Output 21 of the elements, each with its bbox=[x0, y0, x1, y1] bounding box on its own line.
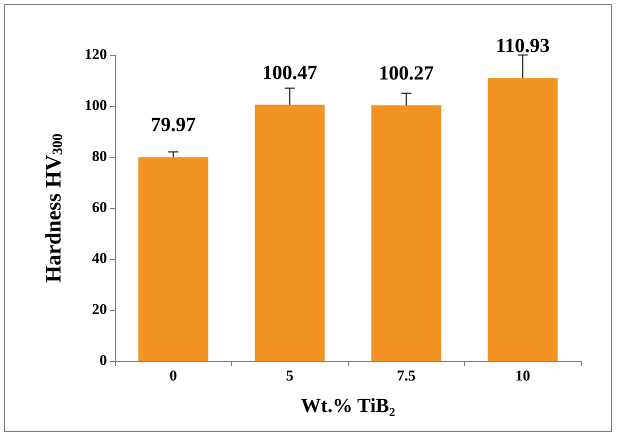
x-tick-label: 5 bbox=[286, 368, 294, 384]
data-label: 79.97 bbox=[150, 114, 196, 136]
y-tick-label: 20 bbox=[92, 302, 107, 318]
bar bbox=[254, 104, 325, 361]
y-tick-label: 0 bbox=[100, 353, 107, 369]
y-tick-label: 40 bbox=[92, 251, 107, 267]
x-axis-title: Wt.% TiB₂ bbox=[300, 395, 396, 417]
x-tick-label: 0 bbox=[170, 368, 177, 384]
y-tick-label: 100 bbox=[84, 98, 107, 114]
y-tick-label: 80 bbox=[92, 149, 107, 165]
bar bbox=[138, 157, 208, 361]
x-tick-label: 7.5 bbox=[396, 368, 416, 384]
data-label: 100.27 bbox=[378, 62, 434, 84]
y-tick-label: 60 bbox=[92, 200, 107, 216]
bar bbox=[371, 105, 442, 361]
data-label: 110.93 bbox=[496, 35, 550, 58]
data-label: 100.47 bbox=[262, 62, 318, 84]
x-tick-label: 10 bbox=[515, 368, 530, 384]
y-tick-label: 120 bbox=[84, 47, 107, 63]
y-axis-title: Hardness HV300 bbox=[40, 133, 66, 283]
bar bbox=[488, 78, 558, 361]
